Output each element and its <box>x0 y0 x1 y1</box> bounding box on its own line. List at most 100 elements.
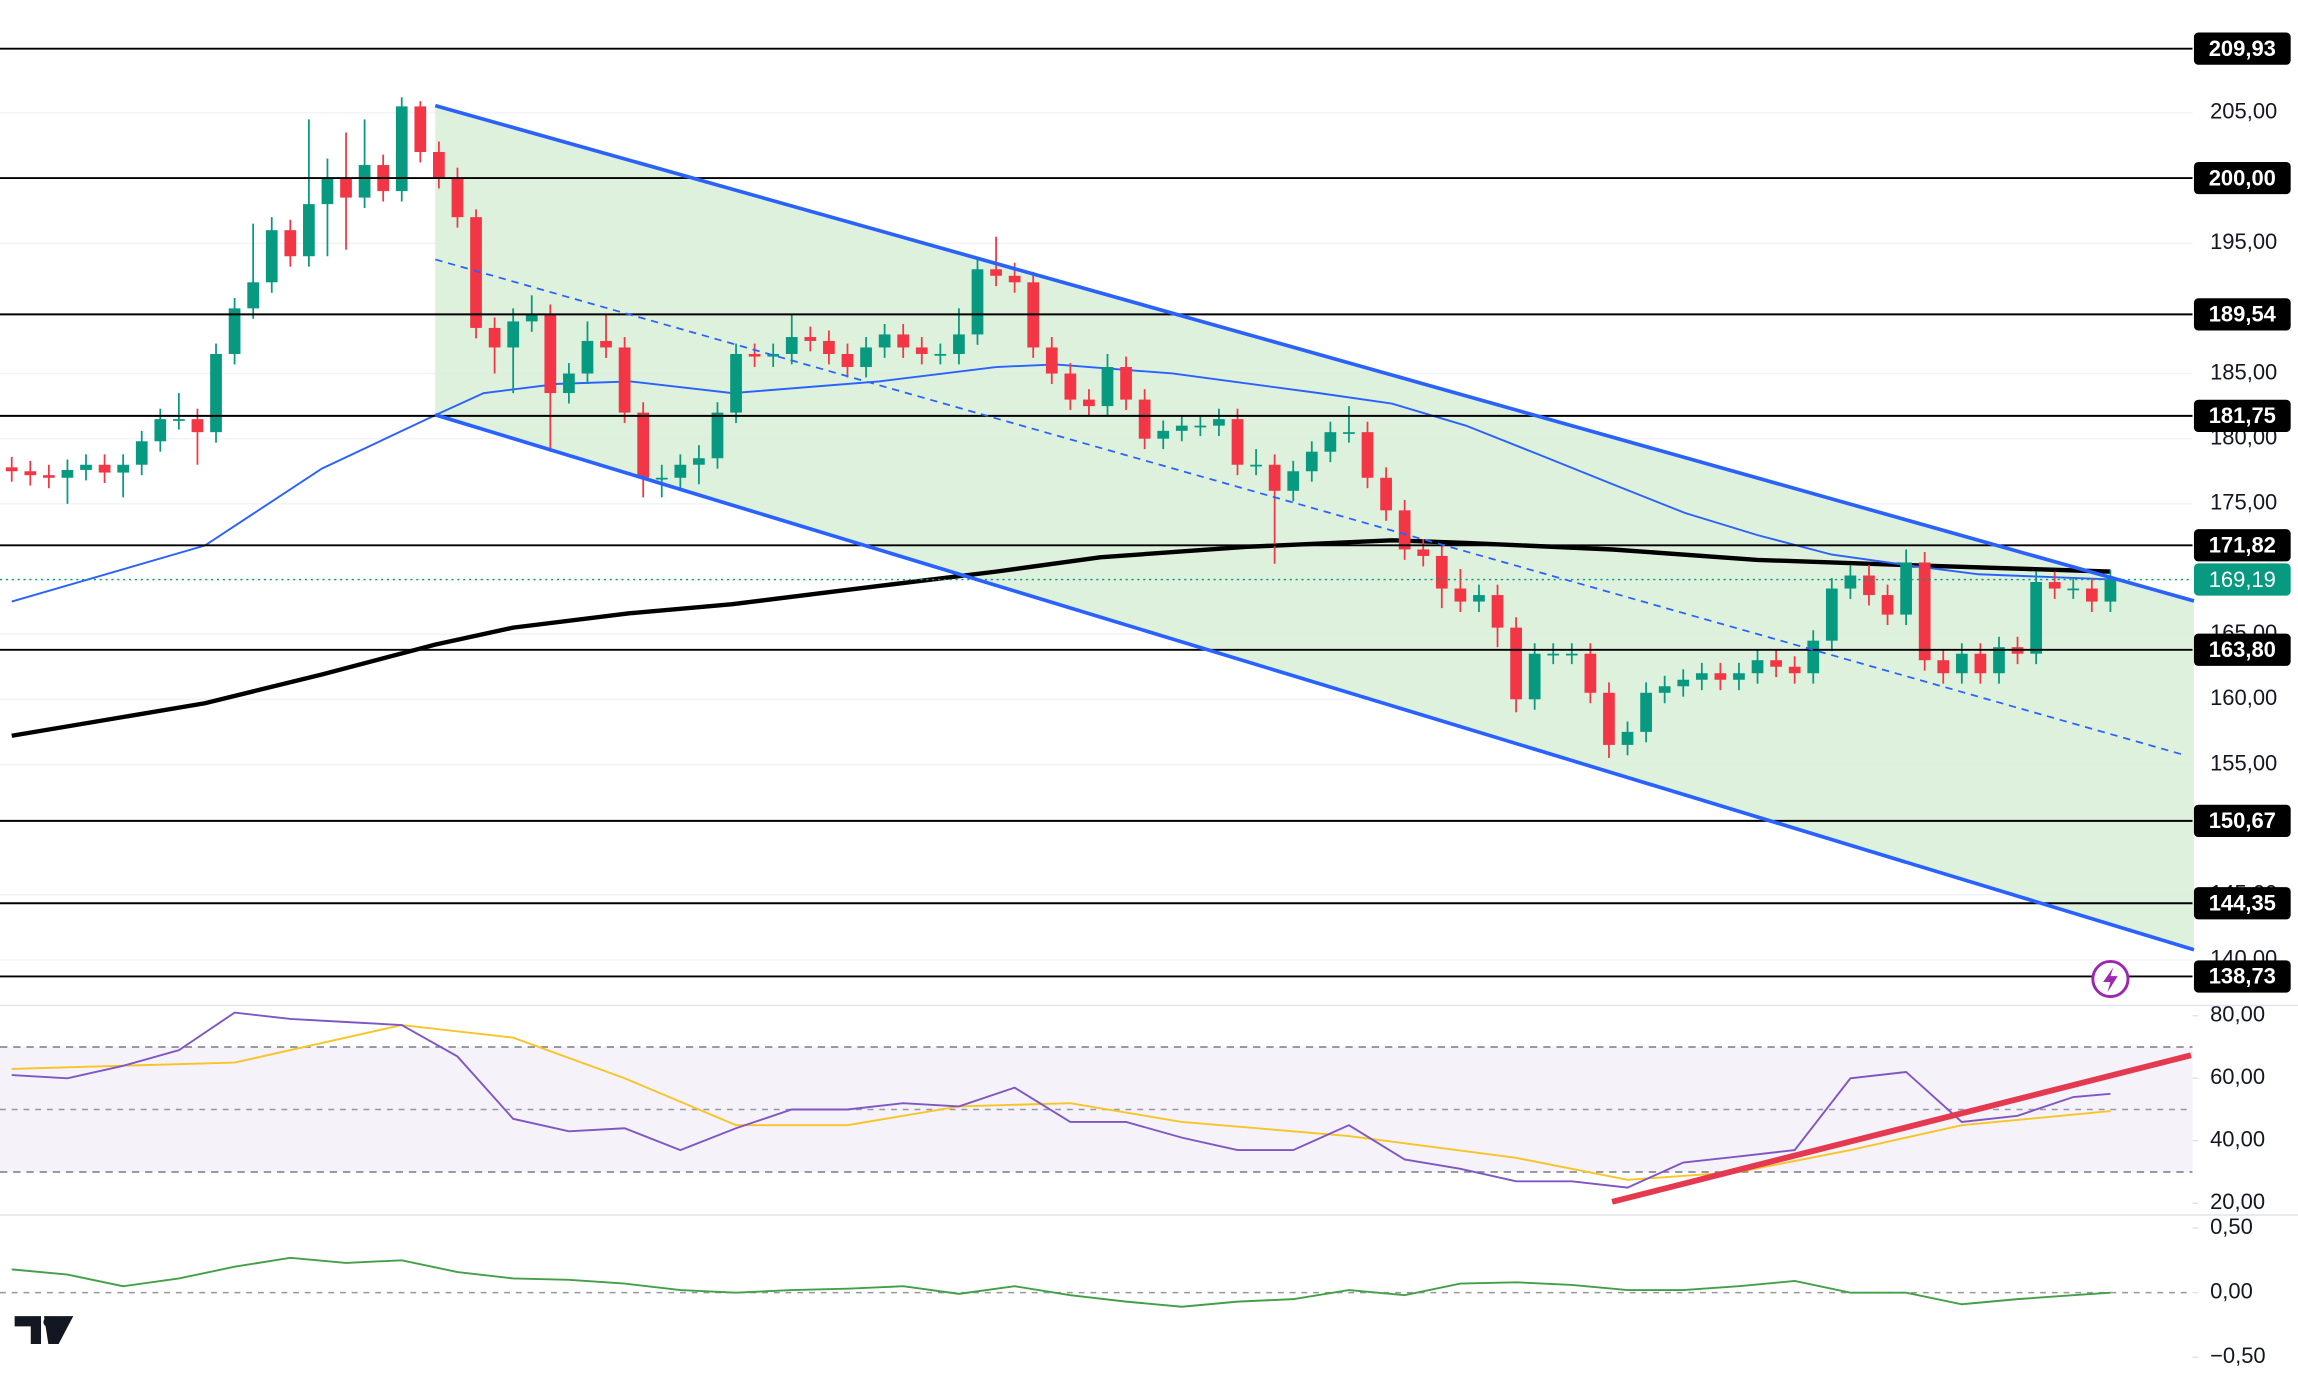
alert-icon[interactable] <box>2091 959 2130 999</box>
candle-body <box>1974 653 1987 674</box>
candle-body <box>1231 419 1244 465</box>
candle-body <box>1751 660 1764 674</box>
candle-body <box>1101 367 1114 407</box>
indicator-line <box>11 1011 2111 1189</box>
candle-body <box>804 337 817 341</box>
level-tag <box>2193 633 2291 666</box>
y-tick-label: 185,00 <box>2210 359 2277 384</box>
candle-body <box>953 334 965 354</box>
candle-body <box>1900 562 1912 615</box>
candle-body <box>98 464 111 473</box>
candle-body <box>1807 640 1820 674</box>
candle-body <box>990 269 1002 276</box>
candle-body <box>470 217 482 328</box>
candle-body <box>1937 660 1950 674</box>
y-tick-label: 160,00 <box>2210 685 2277 710</box>
candle-body <box>2085 588 2098 602</box>
candle-body <box>433 151 445 179</box>
candle-body <box>1621 731 1634 745</box>
y-tick-label: 175,00 <box>2210 490 2277 515</box>
candle-body <box>154 419 167 442</box>
candle-body <box>860 347 872 368</box>
candle-body <box>5 467 18 472</box>
level-label: 171,82 <box>2209 533 2276 558</box>
candle-body <box>1175 425 1188 431</box>
candle-body <box>1138 399 1151 439</box>
candle-body <box>1658 686 1671 693</box>
last-price-label: 169,19 <box>2209 567 2276 592</box>
candle-body <box>2067 588 2080 591</box>
candle-body <box>1473 595 1485 602</box>
candle-body <box>1863 575 1875 596</box>
candle-body <box>265 230 278 283</box>
candle-body <box>24 471 37 476</box>
candle-body <box>228 308 241 354</box>
candle-body <box>1361 432 1374 478</box>
candle-body <box>674 464 687 478</box>
candle-body <box>1491 595 1504 628</box>
indicator-line <box>11 538 2111 738</box>
candle-body <box>1213 419 1225 426</box>
level-tag <box>2193 399 2291 432</box>
candle-body <box>303 204 315 257</box>
candle-body <box>1064 373 1077 400</box>
y-tick-label: −0,50 <box>2210 1343 2266 1368</box>
candle-body <box>1770 660 1782 667</box>
candle-body <box>2048 582 2061 589</box>
candle-body <box>748 353 761 357</box>
candle-body <box>1083 399 1095 407</box>
candle-body <box>2104 579 2117 602</box>
level-label: 150,67 <box>2209 808 2276 833</box>
candle-body <box>43 475 55 478</box>
candle-body <box>934 353 947 356</box>
candle-body <box>1528 653 1541 700</box>
candle-body <box>358 165 371 198</box>
candle-body <box>1844 575 1857 589</box>
candle-body <box>1918 562 1931 661</box>
candle-body <box>1045 347 1058 374</box>
y-tick-label: 20,00 <box>2210 1189 2265 1214</box>
level-label: 189,54 <box>2209 302 2277 327</box>
level-label: 209,93 <box>2209 36 2276 61</box>
level-tag <box>2193 32 2291 65</box>
channel-fill <box>435 105 2194 950</box>
level-tag <box>2193 887 2291 920</box>
candle-body <box>655 477 668 480</box>
level-label: 181,75 <box>2209 403 2276 428</box>
candle-body <box>563 373 575 394</box>
level-tag <box>2193 804 2291 838</box>
candle-body <box>1510 627 1522 700</box>
y-tick-label: 0,00 <box>2210 1278 2253 1303</box>
candle-body <box>1287 471 1300 491</box>
rsi-trendline <box>1611 1052 2192 1205</box>
indicator-line <box>11 1024 2111 1181</box>
candle-body <box>1194 425 1207 428</box>
candle-body <box>1584 653 1597 693</box>
candle-body <box>841 353 854 368</box>
level-tag <box>2193 298 2291 331</box>
candle-body <box>618 347 631 413</box>
candle-body <box>191 419 204 433</box>
data <box>0 47 2193 1308</box>
candle-body <box>1640 692 1652 732</box>
candle-body <box>600 340 612 348</box>
candle-body <box>1380 477 1392 511</box>
y-tick-label: 205,00 <box>2210 99 2277 124</box>
candle-body <box>878 334 891 348</box>
candle-body <box>1305 451 1318 472</box>
candle-body <box>730 353 742 413</box>
axis: 205,00195,00185,00180,00175,00165,00160,… <box>2193 32 2291 1368</box>
candle-body <box>1343 432 1355 434</box>
candle-body <box>1603 692 1615 745</box>
candle-body <box>414 106 427 152</box>
candle-body <box>711 412 724 459</box>
last-price-tag <box>2193 563 2291 596</box>
tv-logo[interactable] <box>14 1316 74 1344</box>
candle-body <box>1714 673 1727 680</box>
level-label: 138,73 <box>2209 964 2276 989</box>
candle-body <box>340 178 352 198</box>
candle-body <box>395 106 408 192</box>
candle-body <box>1268 464 1281 491</box>
candle-body <box>785 337 798 354</box>
